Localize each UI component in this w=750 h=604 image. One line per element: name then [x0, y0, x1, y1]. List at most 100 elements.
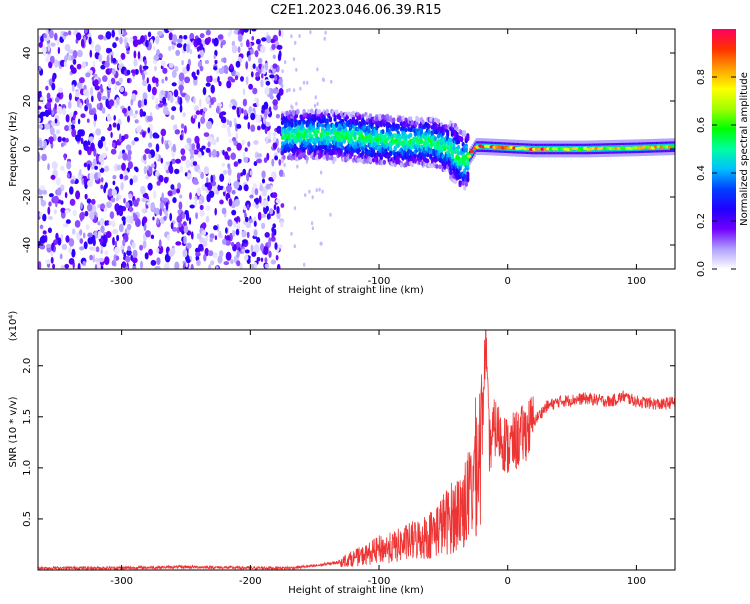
- spectrogram-noise-cell: [254, 97, 258, 103]
- spectrogram-noise-cell: [86, 198, 92, 204]
- spectrogram-noise-cell: [191, 231, 194, 240]
- spectrogram-noise-cell: [270, 259, 277, 265]
- spectrogram-noise-cell: [125, 201, 130, 208]
- spectrogram-noise-cell: [45, 85, 49, 91]
- spectrogram-noise-cell: [261, 213, 267, 218]
- spectrogram-band-cell: [426, 158, 430, 164]
- spectrogram-noise-cell: [63, 61, 67, 68]
- spectrogram-noise-cell: [61, 244, 68, 250]
- spectrogram-noise-cell: [227, 219, 233, 227]
- spectrogram-band-cell: [450, 132, 454, 137]
- spectrogram-noise-cell: [107, 79, 112, 89]
- spectrogram-noise-cell: [112, 122, 117, 128]
- spectrogram-noise-cell: [38, 261, 42, 269]
- spectrogram-noise-cell: [265, 80, 271, 86]
- spectrogram-noise-cell: [214, 235, 218, 240]
- spectrogram-noise-cell: [39, 96, 45, 105]
- spectrogram-noise-cell: [195, 251, 201, 257]
- spectrogram-noise-cell: [240, 76, 244, 82]
- spectrogram-noise-cell: [91, 204, 97, 213]
- spectrogram-noise-cell: [261, 170, 266, 179]
- spectrogram-band-cell: [449, 170, 453, 176]
- spectrogram-noise-cell: [160, 157, 164, 164]
- spectrogram-noise-cell: [196, 187, 201, 197]
- spectrogram-noise-cell: [205, 96, 211, 103]
- spectrogram-noise-cell: [275, 113, 280, 119]
- spectrogram-noise-cell: [268, 131, 271, 139]
- spectrogram-noise-cell: [209, 237, 213, 243]
- spectrogram-noise-cell: [111, 68, 116, 76]
- spectrogram-noise-cell: [77, 118, 81, 125]
- spectrogram-noise-cell: [56, 38, 60, 46]
- spectrogram-noise-cell: [69, 186, 74, 195]
- spectrogram-noise-cell: [88, 109, 95, 116]
- x-tick-label: -200: [239, 276, 262, 287]
- spectrogram-noise-cell: [323, 36, 326, 41]
- spectrogram-noise-cell: [127, 223, 132, 231]
- spectrogram-noise-cell: [186, 137, 192, 144]
- spectrogram-noise-cell: [250, 112, 256, 121]
- spectrogram-band-cell: [345, 149, 349, 155]
- spectrogram-noise-cell: [225, 184, 232, 193]
- spectrogram-noise-cell: [42, 213, 47, 222]
- spectrogram-noise-cell: [84, 29, 88, 34]
- spectrogram-noise-cell: [89, 246, 95, 251]
- spectrogram-noise-cell: [102, 75, 108, 82]
- spectrogram-noise-cell: [193, 149, 200, 155]
- spectrogram-noise-cell: [308, 189, 311, 194]
- spectrogram-noise-cell: [205, 233, 209, 242]
- y-tick-label: 0.5: [22, 511, 33, 527]
- spectrogram-noise-cell: [202, 87, 207, 96]
- spectrogram-noise-cell: [79, 229, 83, 236]
- spectrogram-noise-cell: [85, 224, 90, 230]
- spectrogram-noise-cell: [210, 84, 215, 94]
- spectrogram-noise-cell: [264, 126, 268, 135]
- spectrogram-noise-cell: [173, 89, 179, 98]
- spectrogram-noise-cell: [311, 195, 314, 200]
- spectrogram-noise-cell: [293, 206, 297, 211]
- spectrogram-noise-cell: [222, 149, 225, 156]
- spectrogram-noise-cell: [273, 103, 278, 111]
- snr-panel: -300 -200 -100 0 100 0.5 1.0 1.5 2.0 Height of …: [8, 311, 676, 596]
- spectrogram-noise-cell: [124, 38, 127, 47]
- colorbar: 0.0 0.2 0.4 0.6 0.8 Normalized spectral ampl…: [696, 29, 750, 277]
- spectrogram-noise-cell: [253, 229, 258, 237]
- spectrogram-noise-cell: [132, 35, 138, 40]
- spectrogram-noise-cell: [247, 121, 251, 130]
- spectrogram-noise-cell: [292, 57, 296, 62]
- spectrogram-noise-cell: [126, 78, 130, 84]
- spectrogram-noise-cell: [98, 257, 105, 263]
- spectrogram-noise-cell: [320, 241, 323, 246]
- spectrogram-noise-cell: [221, 162, 225, 167]
- spectrogram-noise-cell: [75, 190, 81, 200]
- spectrogram-noise-cell: [67, 30, 72, 36]
- spectrogram-noise-cell: [168, 249, 175, 257]
- spectrogram-noise-cell: [204, 182, 210, 188]
- spectrogram-noise-cell: [105, 98, 109, 108]
- spectrogram-noise-cell: [103, 140, 107, 148]
- spectrogram-noise-cell: [313, 103, 317, 108]
- spectrogram-noise-cell: [111, 29, 115, 38]
- spectrogram-noise-cell: [233, 180, 240, 190]
- spectrogram-noise-cell: [196, 141, 201, 150]
- spectrogram-noise-cell: [201, 230, 207, 236]
- spectrogram-band-cell: [450, 154, 454, 160]
- spectrogram-band-cell: [453, 179, 458, 185]
- spectrogram-noise-cell: [271, 43, 276, 50]
- spectrogram-noise-cell: [260, 79, 264, 88]
- spectrogram-noise-cell: [66, 161, 72, 170]
- spectrogram-noise-cell: [169, 212, 173, 222]
- spectrogram-noise-cell: [177, 96, 180, 104]
- spectrogram-noise-cell: [149, 130, 153, 140]
- spectrogram-noise-cell: [272, 63, 278, 69]
- spectrogram-noise-cell: [256, 237, 261, 243]
- spectrogram-noise-cell: [60, 264, 65, 269]
- spectrogram-band-cell: [466, 176, 470, 182]
- spectrogram-noise-cell: [38, 139, 43, 148]
- spectrogram-noise-cell: [290, 104, 293, 109]
- colorbar-ticks: 0.0 0.2 0.4 0.6 0.8: [696, 69, 736, 277]
- spectrogram-noise-cell: [69, 198, 76, 206]
- spectrogram-noise-cell: [210, 97, 215, 106]
- spectrogram-noise-cell: [286, 88, 289, 93]
- spectrogram-band-cell: [443, 146, 447, 152]
